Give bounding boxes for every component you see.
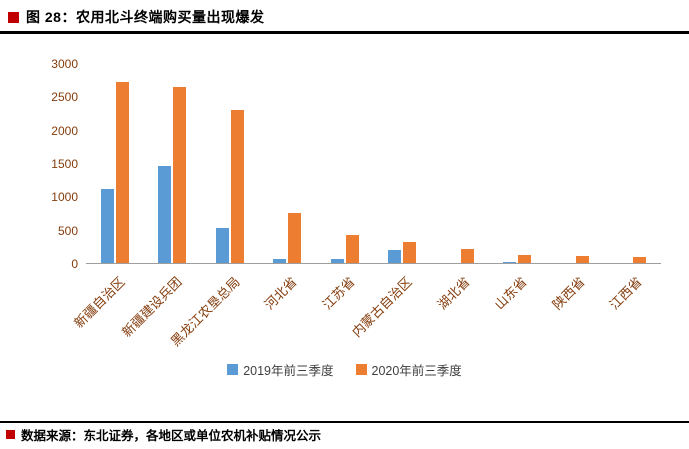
bar-series-1 <box>273 259 287 264</box>
bar-series-1 <box>100 188 114 264</box>
x-label-area: 河北省 <box>259 264 317 358</box>
bar-cluster <box>215 64 244 264</box>
legend-item: 2019年前三季度 <box>227 360 334 379</box>
y-axis: 0 500 1000 1500 2000 2500 3000 <box>38 57 86 271</box>
figure-header: 图 28：农用北斗终端购买量出现爆发 <box>0 0 689 31</box>
x-label-area: 陕西省 <box>546 264 604 358</box>
x-label-area: 山东省 <box>489 264 547 358</box>
data-source-text: 数据来源：东北证券，各地区或单位农机补贴情况公示 <box>21 429 322 443</box>
y-tick-label: 500 <box>57 223 78 238</box>
bar-series-1 <box>158 166 172 264</box>
bar-cluster <box>100 64 129 264</box>
x-category-label: 山东省 <box>491 274 530 313</box>
category-group: 江西省 <box>604 64 662 358</box>
bar-cluster <box>330 64 359 264</box>
header-divider <box>0 31 689 34</box>
category-group: 内蒙古自治区 <box>349 64 432 358</box>
bar-series-2 <box>345 235 359 264</box>
category-group: 陕西省 <box>546 64 604 358</box>
bar-cluster <box>561 64 589 264</box>
x-label-area: 黑龙江农垦总局 <box>168 264 259 358</box>
x-category-label: 河北省 <box>261 274 300 313</box>
x-category-label: 江西省 <box>606 274 645 313</box>
x-label-area: 湖北省 <box>431 264 489 358</box>
bar-series-2 <box>518 255 532 264</box>
chart-legend: 2019年前三季度 2020年前三季度 <box>0 360 689 379</box>
x-label-area: 内蒙古自治区 <box>349 264 432 358</box>
y-tick-label: 0 <box>71 257 78 271</box>
x-category-label: 湖北省 <box>434 274 473 313</box>
bar-cluster <box>445 64 474 264</box>
legend-label: 2020年前三季度 <box>371 364 462 378</box>
red-square-marker-icon <box>8 11 19 23</box>
bar-series-1 <box>388 250 402 264</box>
category-group: 河北省 <box>259 64 317 358</box>
legend-swatch-icon <box>355 364 367 375</box>
legend-label: 2019年前三季度 <box>243 364 334 378</box>
bar-series-2 <box>173 87 187 264</box>
x-category-label: 江苏省 <box>319 274 358 313</box>
figure-title: 图 28：农用北斗终端购买量出现爆发 <box>26 9 265 25</box>
bar-series-2 <box>575 256 589 264</box>
x-axis-line <box>86 263 661 264</box>
red-square-marker-icon <box>6 430 15 439</box>
category-group: 新疆自治区 <box>71 64 144 358</box>
figure-footer: 数据来源：东北证券，各地区或单位农机补贴情况公示 <box>6 425 321 444</box>
bar-series-2 <box>460 248 474 264</box>
y-tick-label: 2000 <box>51 123 78 138</box>
bar-series-1 <box>330 259 344 264</box>
bar-series-2 <box>288 213 302 264</box>
y-tick-label: 2500 <box>51 90 78 105</box>
plot-area: 新疆自治区 新疆建设兵团 黑龙江农垦总局 河北省 江苏省 内蒙古自治区 湖北省 山东省 陕西省江… <box>71 64 662 358</box>
category-group: 黑龙江农垦总局 <box>168 64 259 358</box>
bar-cluster <box>158 64 187 264</box>
category-group: 江苏省 <box>316 64 374 358</box>
bar-cluster <box>273 64 302 264</box>
bar-cluster <box>503 64 532 264</box>
bar-chart: 0 500 1000 1500 2000 2500 3000 新疆自治区 新疆建设兵团 黑龙江农… <box>38 57 662 358</box>
y-tick-label: 3000 <box>51 57 78 71</box>
bar-series-1 <box>215 228 229 264</box>
category-group: 山东省 <box>489 64 547 358</box>
x-category-label: 陕西省 <box>549 274 588 313</box>
x-category-label: 新疆自治区 <box>70 274 128 331</box>
bar-cluster <box>388 64 417 264</box>
bar-series-2 <box>230 110 244 264</box>
x-label-area: 江西省 <box>604 264 662 358</box>
legend-item: 2020年前三季度 <box>355 360 462 379</box>
bar-cluster <box>618 64 647 264</box>
legend-swatch-icon <box>227 364 239 375</box>
bar-series-2 <box>403 242 417 264</box>
bar-series-2 <box>115 82 129 264</box>
y-tick-label: 1500 <box>51 157 78 171</box>
footer-divider <box>0 421 689 423</box>
category-group: 湖北省 <box>431 64 489 358</box>
bar-series-2 <box>633 257 647 264</box>
category-group: 新疆建设兵团 <box>119 64 202 358</box>
y-tick-label: 1000 <box>51 190 78 205</box>
